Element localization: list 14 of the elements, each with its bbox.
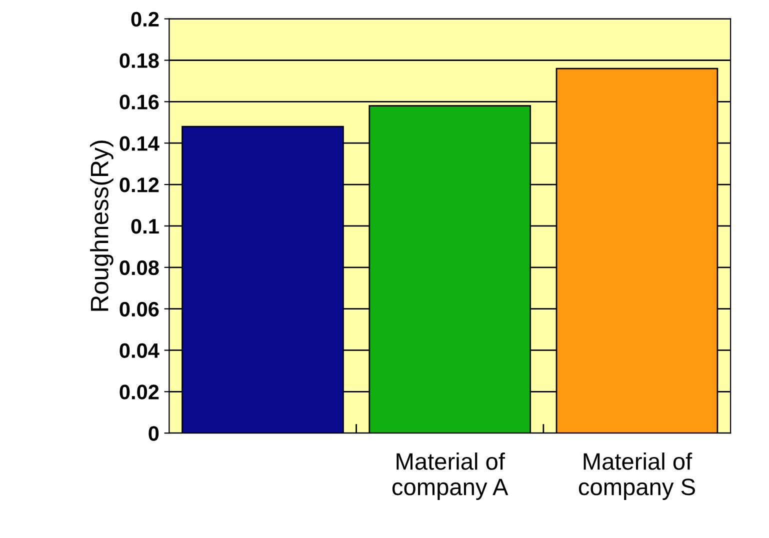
x-tick-label: Material of company A: [392, 452, 508, 500]
y-tick-label: 0.18: [120, 53, 159, 68]
y-tick-label: 0.08: [120, 260, 159, 276]
y-tick-label: 0.1: [131, 218, 159, 234]
y-tick-label: 0.14: [120, 136, 160, 151]
y-tick-label: 0.04: [120, 343, 160, 358]
y-tick-label: 0.02: [120, 384, 159, 400]
y-tick-label: 0.2: [131, 12, 159, 27]
y-axis-title: Roughness(Ry): [90, 140, 114, 311]
y-tick-label: 0.12: [120, 178, 159, 192]
y-tick-label: 0.06: [120, 302, 159, 317]
y-tick-label: 0: [148, 426, 159, 441]
y-tick-label: 0.16: [120, 94, 159, 110]
x-tick-label: Material of company S: [578, 452, 695, 500]
